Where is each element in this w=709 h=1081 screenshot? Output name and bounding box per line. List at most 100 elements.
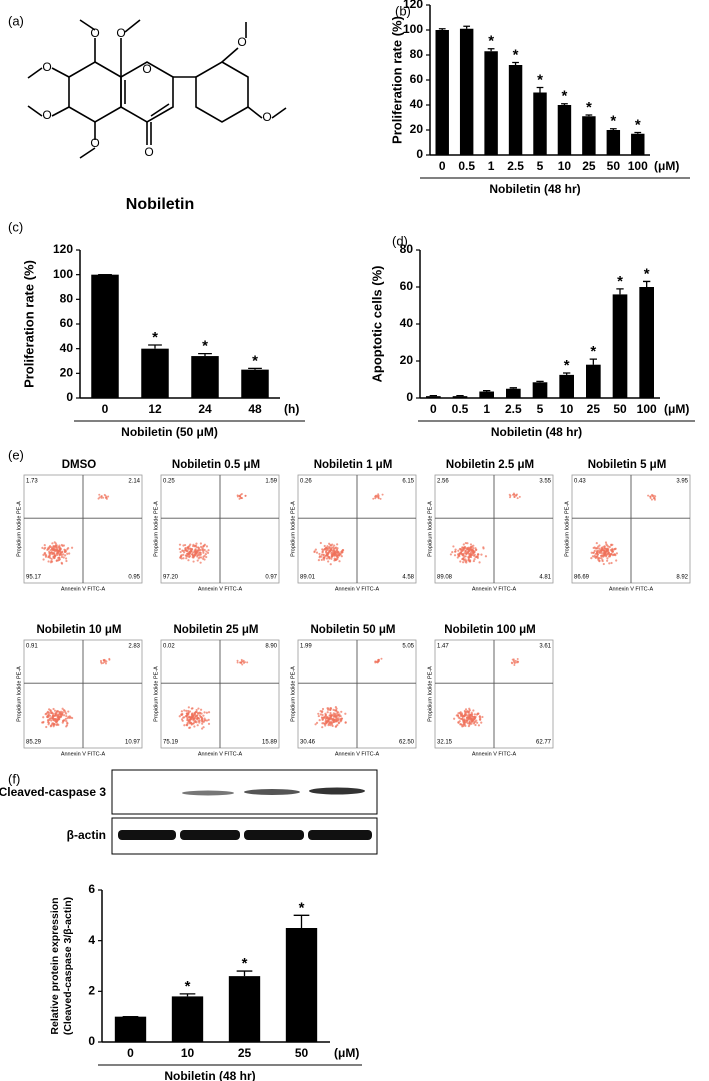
flow-dot [194, 711, 197, 714]
flow-dot [182, 557, 185, 560]
flow-dot [187, 709, 190, 713]
flow-dot [191, 707, 194, 710]
flow-dot [473, 713, 477, 716]
quadrant-value: 86.69 [574, 575, 590, 581]
flow-title: Nobiletin 0.5 μM [172, 459, 260, 471]
flow-dots [453, 657, 520, 728]
x-tick-label: 0.5 [458, 159, 475, 173]
flow-dot [47, 713, 51, 716]
flow-dot [653, 498, 656, 501]
bar [241, 369, 269, 398]
flow-dot [463, 709, 466, 713]
flow-dot [470, 722, 473, 725]
flow-dot [104, 659, 107, 662]
flow-dot [47, 560, 50, 563]
flow-dot [605, 543, 608, 546]
flow-dot [321, 718, 324, 721]
flow-dot [57, 551, 60, 555]
flow-dot [336, 558, 339, 561]
flow-dot [41, 546, 44, 549]
flow-dot [55, 545, 58, 548]
flow-dot [46, 710, 50, 713]
x-tick-label: 25 [582, 159, 596, 173]
y-tick-label: 100 [53, 267, 73, 281]
bar [114, 1016, 147, 1042]
flow-dot [65, 559, 68, 563]
x-tick-label: 2.5 [505, 402, 522, 416]
error-bar [236, 970, 253, 977]
flow-dot [334, 718, 337, 722]
quadrant-value: 0.02 [163, 644, 175, 650]
flow-dot [199, 542, 202, 545]
flow-dot [55, 553, 59, 557]
flow-dot [515, 494, 518, 497]
flow-dot [188, 710, 192, 713]
bar [285, 928, 318, 1042]
flow-dot [475, 555, 478, 559]
atom-label: O [42, 60, 51, 74]
flow-dot [324, 715, 327, 718]
flow-dot [469, 543, 473, 546]
flow-dot [195, 708, 198, 712]
flow-y-label: Propidium Iodide PE-A [564, 501, 570, 557]
flow-dot [183, 724, 186, 727]
flow-dot [52, 725, 55, 728]
flow-dot [193, 713, 196, 716]
flow-dot [187, 713, 190, 716]
flow-dot [335, 725, 338, 728]
flow-dot [598, 547, 601, 550]
flow-dot [190, 548, 194, 551]
error-bar [456, 394, 464, 397]
flow-dot [67, 547, 70, 550]
flow-dot [44, 555, 48, 558]
y-tick-label: 120 [403, 0, 423, 11]
flow-dot [49, 711, 53, 715]
flow-dot [452, 545, 455, 548]
error-bar [512, 61, 519, 65]
flow-dot [185, 709, 188, 712]
quadrant-value: 1.73 [26, 479, 38, 485]
flow-dot [333, 544, 336, 547]
flow-dot [57, 556, 60, 560]
flow-dot [49, 548, 52, 552]
flow-title: Nobiletin 50 μM [311, 624, 396, 636]
atom-label: O [262, 110, 271, 124]
flow-dot [203, 711, 206, 714]
flow-dot [42, 553, 45, 557]
y-tick-label: 0 [88, 1034, 95, 1048]
x-axis-label: Nobiletin (50 μM) [121, 425, 218, 439]
flow-dot [344, 712, 347, 715]
quadrant-value: 32.15 [437, 740, 453, 746]
flow-dot [513, 663, 516, 666]
y-tick-label: 60 [400, 279, 414, 293]
flow-dot [48, 555, 51, 558]
flow-dot [50, 551, 53, 554]
y-axis-label: Proliferation rate (%) [21, 260, 36, 388]
flow-title: Nobiletin 2.5 μM [446, 459, 534, 471]
flow-dot [468, 549, 471, 553]
flow-dot [609, 553, 612, 556]
flow-dot [54, 719, 57, 722]
flow-dot [51, 715, 55, 718]
flow-dot [456, 556, 459, 559]
quadrant-value: 8.92 [676, 575, 688, 581]
flow-dot [58, 711, 61, 714]
flow-dot [471, 550, 475, 553]
flow-dot [321, 707, 325, 711]
flow-dot [336, 712, 339, 715]
flow-dot [592, 551, 596, 554]
flow-dot [180, 718, 184, 721]
x-tick-label: 10 [181, 1046, 195, 1060]
x-tick-label: 2.5 [507, 159, 524, 173]
flow-dot [60, 561, 63, 565]
flow-dot [102, 496, 105, 499]
flow-x-label: Annexin V FITC-A [61, 751, 106, 757]
flow-dot [467, 714, 470, 717]
flow-dot [100, 496, 103, 499]
bar [559, 374, 574, 398]
flow-dot [329, 716, 333, 719]
flow-dot [335, 550, 338, 553]
flow-dot [68, 716, 71, 719]
flow-dot [604, 541, 608, 544]
flow-dot [66, 552, 69, 555]
